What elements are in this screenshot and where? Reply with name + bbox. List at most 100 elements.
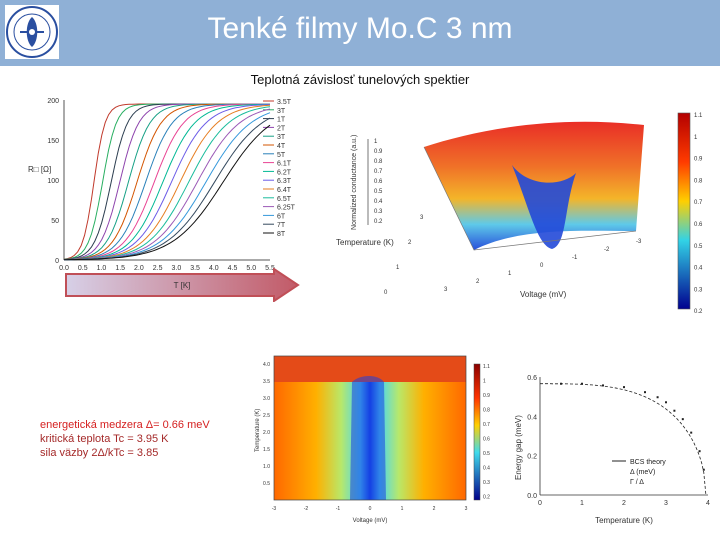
voltage-tick-label: 3 (444, 287, 448, 293)
gap-data-point (702, 468, 705, 471)
colorbar-tick-label: 0.7 (694, 200, 703, 206)
legend-label: 7T (277, 222, 286, 229)
heatmap-colorbar-tick-label: 0.2 (483, 495, 490, 501)
temperature-tick-label: 0 (384, 290, 388, 296)
gap-x-tick-label: 1 (580, 500, 584, 507)
heatmap-x-tick-label: 1 (401, 506, 404, 512)
gap-legend-ratio: Γ / Δ (630, 479, 644, 486)
gap-x-tick-label: 0 (538, 500, 542, 507)
x-tick-label: 5.5 (265, 265, 275, 272)
heatmap-colorbar (473, 363, 481, 501)
surface-colorbar (677, 112, 691, 310)
gap-data-point (656, 396, 659, 399)
temperature-axis-label: T [K] (174, 281, 191, 290)
colorbar-tick-label: 0.4 (694, 266, 703, 272)
z-tick-label: 0.7 (374, 169, 383, 175)
heatmap-x-tick-label: 2 (433, 506, 436, 512)
legend-label: 5T (277, 152, 286, 159)
x-tick-label: 3.0 (171, 265, 181, 272)
surface-temperature-label: Temperature (K) (336, 238, 394, 247)
heatmap-x-tick-label: -1 (336, 506, 341, 512)
temperature-arrow: T [K] (64, 268, 300, 302)
heatmap-colorbar-tick-label: 1 (483, 379, 486, 385)
slide-subtitle: Teplotná závislosť tunelových spektier (250, 72, 470, 87)
gap-y-label: Energy gap (meV) (514, 415, 523, 480)
y-tick-label: 100 (47, 178, 59, 185)
resistance-curve (64, 112, 271, 261)
gap-x-tick-label: 3 (664, 500, 668, 507)
energy-gap-chart: 0.0 0.2 0.4 0.6 0 1 2 3 4 Energy gap (meV) Tempera… (510, 365, 720, 540)
colorbar-tick-label: 1.1 (694, 113, 703, 119)
y-tick-label: 200 (47, 98, 59, 105)
colorbar-tick-label: 0.5 (694, 244, 703, 250)
heatmap-y-tick-label: 2.5 (263, 413, 270, 419)
heatmap-x-label: Voltage (mV) (353, 518, 388, 524)
legend-label: 6T (277, 213, 286, 220)
heatmap-colorbar-tick-label: 0.8 (483, 408, 490, 414)
heatmap-colorbar-tick-label: 0.6 (483, 437, 490, 443)
gap-x-tick-label: 2 (622, 500, 626, 507)
gap-data-point (673, 409, 676, 412)
z-tick-label: 0.3 (374, 209, 383, 215)
slide-title: Tenké filmy Mo.C 3 nm (207, 12, 513, 45)
legend-label: 6.1T (277, 161, 292, 168)
legend-label: 3T (277, 134, 286, 141)
x-tick-label: 4.0 (209, 265, 219, 272)
heatmap-y-tick-label: 1.0 (263, 464, 270, 470)
legend-label: 3.5T (277, 99, 292, 106)
gap-legend-delta: Δ (meV) (630, 469, 655, 476)
gap-y-tick-label: 0.2 (527, 454, 537, 461)
y-tick-label: 50 (51, 218, 59, 225)
x-tick-label: 2.0 (134, 265, 144, 272)
x-tick-label: 0.5 (78, 265, 88, 272)
voltage-tick-label: -2 (604, 247, 610, 253)
summary-coupling-strength: sila väzby 2Δ/kTc = 3.85 (40, 447, 159, 459)
gap-y-tick-label: 0.0 (527, 493, 537, 500)
gap-data-point (581, 382, 583, 385)
heatmap-colorbar-tick-label: 0.4 (483, 466, 490, 472)
x-tick-label: 2.5 (153, 265, 163, 272)
legend-label: 8T (277, 231, 286, 238)
heatmap-x-tick-label: -3 (272, 506, 277, 512)
summary-block: energetická medzera Δ= 0.66 meV kritická… (40, 418, 210, 460)
heatmap-colorbar-tick-label: 0.9 (483, 393, 490, 399)
resistance-chart: 0 50 100 150 200 0.0 0.5 1.0 1.5 2.0 2.5 3.0 3.5 4.0 4… (20, 92, 320, 292)
y-tick-label: 150 (47, 138, 59, 145)
temperature-tick-label: 3 (420, 215, 424, 221)
legend-label: 6.2T (277, 169, 292, 176)
gap-legend-bcs: BCS theory (630, 459, 666, 466)
z-tick-label: 0.2 (374, 219, 383, 225)
heatmap-y-tick-label: 3.0 (263, 396, 270, 402)
university-logo (5, 5, 59, 59)
heatmap-gap-region (350, 376, 386, 500)
legend-label: 6.5T (277, 196, 292, 203)
slide-header (0, 0, 720, 66)
bcs-theory-line (540, 383, 707, 496)
resistance-curve (64, 117, 271, 261)
y-tick-label: 0 (55, 258, 59, 265)
gap-data-point (560, 382, 562, 385)
colorbar-tick-label: 1 (694, 135, 698, 141)
voltage-tick-label: -1 (572, 255, 578, 261)
heatmap-y-tick-label: 0.5 (263, 481, 270, 487)
legend-label: 6.4T (277, 187, 292, 194)
resistance-curve (64, 124, 271, 261)
x-tick-label: 3.5 (190, 265, 200, 272)
heatmap-y-tick-label: 3.5 (263, 379, 270, 385)
gap-data-point (681, 418, 684, 421)
gap-valley (512, 165, 576, 249)
voltage-tick-label: 1 (508, 271, 512, 277)
colorbar-tick-label: 0.9 (694, 157, 703, 163)
legend-label: 1T (277, 117, 286, 124)
heatmap-x-tick-label: -2 (304, 506, 309, 512)
heatmap-y-tick-label: 1.5 (263, 447, 270, 453)
temperature-tick-label: 2 (408, 240, 412, 246)
heatmap-y-tick-label: 2.0 (263, 430, 270, 436)
z-tick-label: 0.8 (374, 159, 383, 165)
x-tick-label: 5.0 (246, 265, 256, 272)
heatmap-y-tick-label: 4.0 (263, 362, 270, 368)
z-tick-label: 0.6 (374, 179, 383, 185)
surface-plot: 1 0.9 0.8 0.7 0.6 0.5 0.4 0.3 0.2 Normalized cond… (332, 95, 720, 315)
colorbar-tick-label: 0.3 (694, 287, 703, 293)
gap-y-tick-label: 0.6 (527, 375, 537, 382)
